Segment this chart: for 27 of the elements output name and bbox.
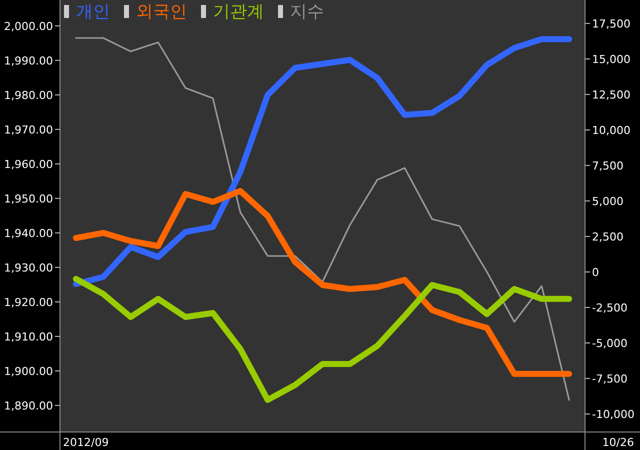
- y-tick-label: 1,940.00: [4, 226, 53, 240]
- y-tick-label: 1,920.00: [4, 296, 53, 309]
- y-tick-label: 1,910.00: [4, 330, 53, 344]
- y2-tick-label: 12,500: [592, 88, 630, 102]
- y-tick-label: 1,960.00: [4, 158, 53, 171]
- y-tick-label: 1,930.00: [4, 261, 53, 274]
- y2-tick-label: -7,500: [592, 372, 628, 386]
- text: 2012/09: [63, 436, 109, 449]
- y-tick-label: 1,900.00: [4, 364, 53, 378]
- text: 10/26: [602, 436, 634, 449]
- y2-tick-label: 5,000: [592, 194, 624, 208]
- y-tick-label: 1,950.00: [4, 192, 53, 206]
- y-tick-label: 2,000.00: [4, 20, 53, 33]
- y2-tick-label: -5,000: [592, 336, 628, 350]
- y-tick-label: 1,890.00: [4, 399, 53, 412]
- y-tick-label: 1,970.00: [4, 123, 53, 136]
- y2-tick-label: 17,500: [592, 17, 630, 30]
- y2-tick-label: 2,500: [592, 230, 624, 244]
- y-tick-label: 1,990.00: [4, 54, 53, 68]
- y2-tick-label: 15,000: [592, 52, 630, 66]
- legend: 개인 외국인 기관계 지수: [64, 2, 324, 22]
- y2-tick-label: 7,500: [592, 159, 624, 172]
- y2-tick-label: 0: [592, 266, 599, 279]
- y2-tick-label: -10,000: [592, 408, 634, 421]
- y-tick-label: 1,980.00: [4, 88, 53, 102]
- y2-tick-label: 10,000: [592, 124, 630, 137]
- y2-tick-label: -2,500: [592, 301, 628, 314]
